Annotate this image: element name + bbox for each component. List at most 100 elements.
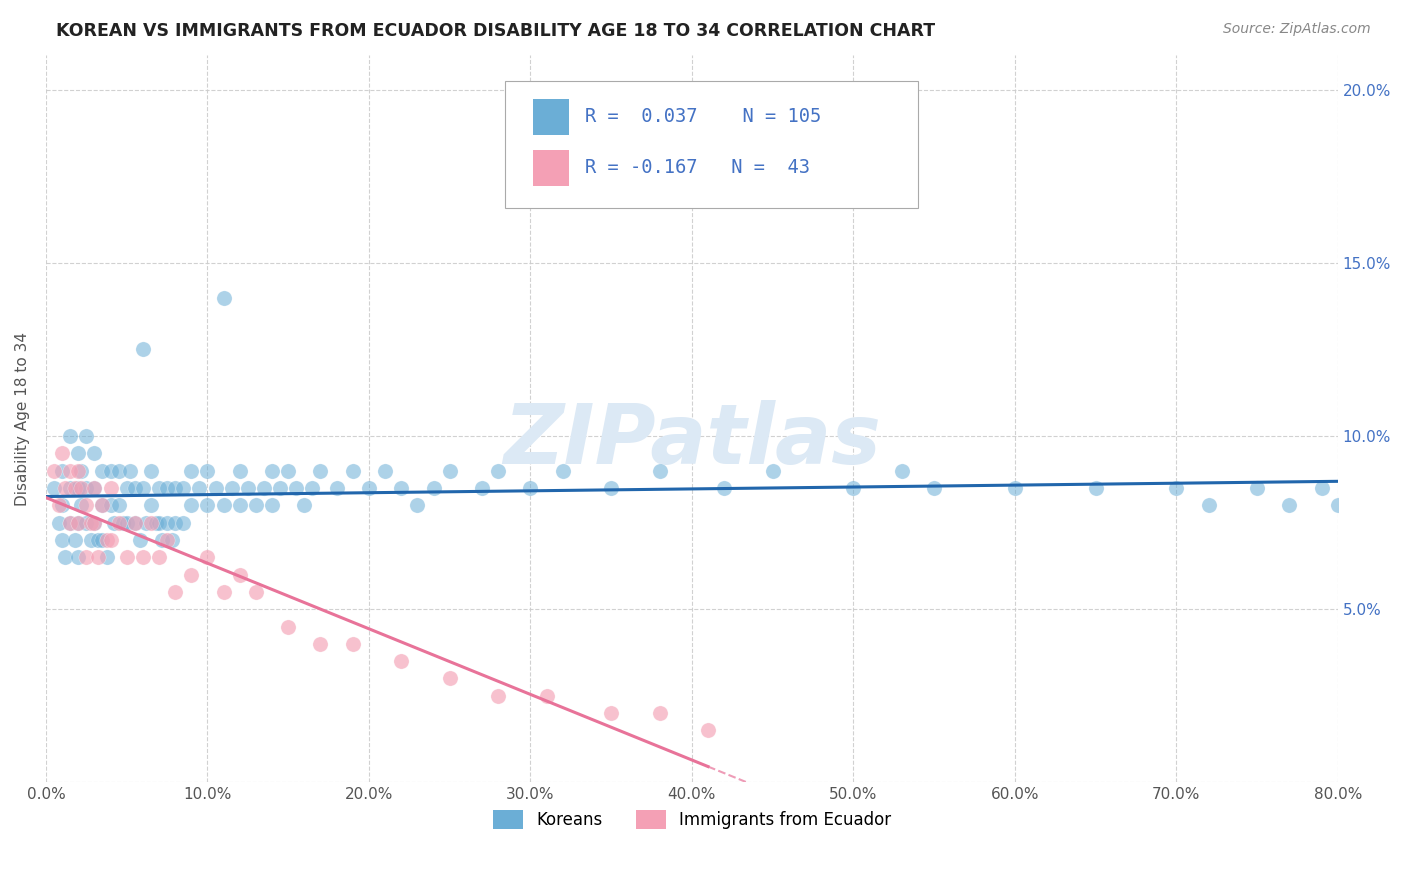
Point (139, 499, 162, 513)
Point (260, 464, 283, 478)
Point (91, 533, 114, 547)
Point (156, 516, 179, 530)
Point (115, 516, 138, 530)
Point (67, 464, 90, 478)
Point (75, 429, 97, 443)
Point (51, 464, 73, 478)
Legend: Koreans, Immigrants from Ecuador: Koreans, Immigrants from Ecuador (486, 804, 897, 836)
Point (325, 481, 347, 495)
Point (100, 499, 122, 513)
Point (713, 481, 735, 495)
Point (180, 464, 202, 478)
Point (96, 550, 118, 565)
Point (91, 464, 114, 478)
Point (165, 516, 187, 530)
Point (83, 446, 105, 460)
Point (309, 637, 332, 651)
Point (519, 481, 541, 495)
Point (1246, 481, 1268, 495)
Point (1326, 499, 1348, 513)
Y-axis label: Disability Age 18 to 34: Disability Age 18 to 34 (15, 332, 30, 506)
Point (253, 481, 276, 495)
Point (59, 516, 82, 530)
Point (229, 499, 252, 513)
Point (1004, 481, 1026, 495)
Point (1084, 481, 1107, 495)
Point (197, 499, 219, 513)
Point (48, 499, 70, 513)
Point (70, 499, 93, 513)
Point (118, 464, 141, 478)
Point (107, 499, 129, 513)
Point (59, 481, 82, 495)
Point (165, 481, 187, 495)
Point (42, 481, 65, 495)
Point (245, 499, 267, 513)
Point (67, 516, 90, 530)
Point (100, 464, 122, 478)
Point (180, 499, 202, 513)
Point (389, 654, 412, 668)
Point (107, 464, 129, 478)
Point (53, 550, 76, 565)
Point (486, 689, 509, 703)
Point (48, 516, 70, 530)
Point (600, 706, 623, 720)
Point (51, 446, 73, 460)
Point (139, 464, 162, 478)
Point (890, 464, 912, 478)
Point (51, 533, 73, 547)
Point (277, 464, 299, 478)
Point (70, 481, 93, 495)
Point (86, 533, 108, 547)
Point (600, 481, 623, 495)
Point (63, 533, 86, 547)
Point (75, 481, 97, 495)
Point (197, 550, 219, 565)
Point (422, 481, 444, 495)
Point (59, 516, 82, 530)
Point (148, 550, 170, 565)
Point (221, 481, 243, 495)
Point (486, 464, 509, 478)
Point (551, 464, 574, 478)
Point (75, 550, 97, 565)
Point (285, 481, 308, 495)
Point (922, 481, 945, 495)
Point (165, 585, 187, 599)
Point (260, 499, 283, 513)
Point (112, 516, 135, 530)
Point (245, 585, 267, 599)
Point (91, 499, 114, 513)
Point (212, 499, 235, 513)
Point (67, 446, 90, 460)
Point (697, 723, 720, 738)
Point (86, 550, 108, 565)
Point (75, 499, 97, 513)
Point (132, 550, 155, 565)
Point (67, 516, 90, 530)
Point (59, 464, 82, 478)
Point (212, 585, 235, 599)
Point (100, 533, 122, 547)
Point (1278, 499, 1301, 513)
Point (80, 533, 103, 547)
Point (292, 499, 315, 513)
Point (1198, 499, 1220, 513)
Point (51, 499, 73, 513)
Point (107, 516, 129, 530)
Point (63, 481, 86, 495)
Point (139, 516, 162, 530)
Point (342, 637, 364, 651)
Point (70, 464, 93, 478)
Point (145, 516, 167, 530)
Point (342, 464, 364, 478)
Point (1310, 481, 1333, 495)
Point (236, 481, 259, 495)
Point (67, 550, 90, 565)
Point (115, 481, 138, 495)
Point (762, 464, 785, 478)
Point (374, 464, 396, 478)
Point (277, 619, 299, 633)
Point (172, 481, 194, 495)
